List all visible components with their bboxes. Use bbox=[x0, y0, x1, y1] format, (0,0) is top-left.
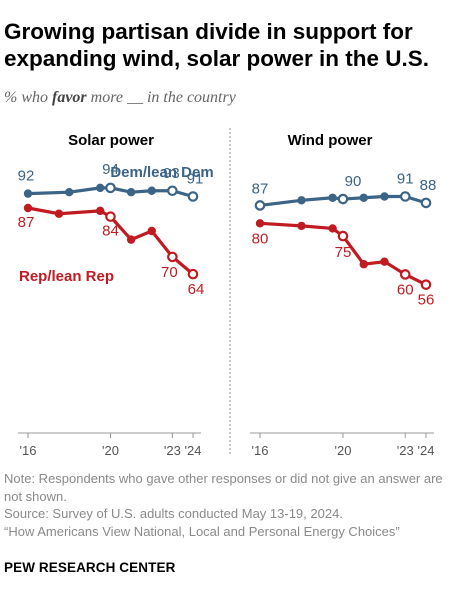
data-label: 70 bbox=[161, 264, 178, 281]
x-tick-label: '20 bbox=[335, 443, 352, 458]
data-point-open bbox=[337, 230, 349, 242]
data-label: 87 bbox=[252, 180, 269, 197]
data-point-open bbox=[187, 191, 199, 202]
data-point bbox=[23, 203, 33, 213]
data-label: 75 bbox=[335, 244, 352, 261]
data-point-open bbox=[105, 211, 116, 222]
data-point-open bbox=[337, 193, 349, 205]
data-point-open bbox=[254, 200, 266, 211]
notes-block: Note: Respondents who gave other respons… bbox=[4, 470, 450, 540]
data-point bbox=[359, 260, 368, 269]
x-tick-label: '16 bbox=[20, 443, 37, 458]
chart-subtitle: % who favor more __ in the country bbox=[4, 89, 236, 107]
data-point-open bbox=[420, 279, 432, 290]
data-point bbox=[380, 192, 389, 201]
data-point bbox=[126, 187, 136, 197]
data-point bbox=[380, 257, 389, 266]
source-text: Source: Survey of U.S. adults conducted … bbox=[4, 506, 343, 521]
data-point bbox=[359, 193, 368, 202]
x-tick-label: '24 bbox=[418, 443, 435, 458]
data-label: 87 bbox=[18, 214, 35, 231]
data-point bbox=[255, 219, 265, 228]
note-text: Note: Respondents who gave other respons… bbox=[4, 471, 443, 504]
data-label: 91 bbox=[187, 171, 204, 188]
data-point bbox=[23, 189, 33, 198]
data-label: 93 bbox=[163, 165, 180, 182]
subtitle-emphasis: favor bbox=[52, 89, 87, 106]
data-label: 92 bbox=[18, 168, 35, 185]
subtitle-prefix: % who bbox=[4, 89, 52, 106]
data-point bbox=[147, 186, 156, 195]
panel-title: Solar power bbox=[68, 132, 154, 149]
data-point-open bbox=[399, 191, 411, 202]
panel-title: Wind power bbox=[288, 132, 373, 149]
x-tick-label: '23 bbox=[164, 443, 181, 458]
data-point bbox=[328, 224, 337, 233]
pew-footer-logo-text: PEW RESEARCH CENTER bbox=[4, 560, 176, 575]
data-label: 94 bbox=[102, 161, 119, 178]
data-point bbox=[54, 209, 64, 218]
data-point bbox=[297, 196, 306, 205]
data-point-open bbox=[420, 197, 432, 209]
x-tick-label: '20 bbox=[102, 443, 119, 458]
x-tick-label: '16 bbox=[252, 443, 269, 458]
series-name-label: Dem/lean Dem bbox=[110, 164, 213, 181]
data-point-open bbox=[167, 251, 178, 263]
data-point bbox=[126, 235, 136, 244]
data-point-open bbox=[399, 269, 411, 280]
data-point bbox=[328, 193, 337, 202]
data-point bbox=[65, 187, 74, 197]
data-label: 91 bbox=[397, 171, 414, 188]
data-point bbox=[95, 206, 105, 216]
data-point-open bbox=[187, 268, 199, 280]
data-label: 90 bbox=[345, 173, 362, 190]
data-point-open bbox=[105, 182, 116, 194]
data-label: 60 bbox=[397, 281, 414, 298]
data-point-open bbox=[167, 185, 178, 197]
chart-title: Growing partisan divide in support for e… bbox=[4, 19, 430, 71]
data-point bbox=[147, 226, 156, 236]
data-label: 64 bbox=[188, 281, 205, 298]
data-point bbox=[297, 221, 306, 231]
series-name-label: Rep/lean Rep bbox=[19, 268, 114, 285]
report-title-text: “How Americans View National, Local and … bbox=[4, 523, 400, 539]
subtitle-suffix: more __ in the country bbox=[86, 89, 236, 106]
series-line bbox=[26, 206, 195, 276]
data-label: 88 bbox=[420, 177, 437, 194]
data-label: 80 bbox=[252, 230, 269, 247]
data-point bbox=[95, 183, 105, 193]
x-tick-label: '24 bbox=[185, 443, 202, 458]
data-label: 84 bbox=[102, 223, 119, 240]
x-tick-label: '23 bbox=[397, 443, 414, 458]
data-label: 56 bbox=[418, 292, 435, 309]
